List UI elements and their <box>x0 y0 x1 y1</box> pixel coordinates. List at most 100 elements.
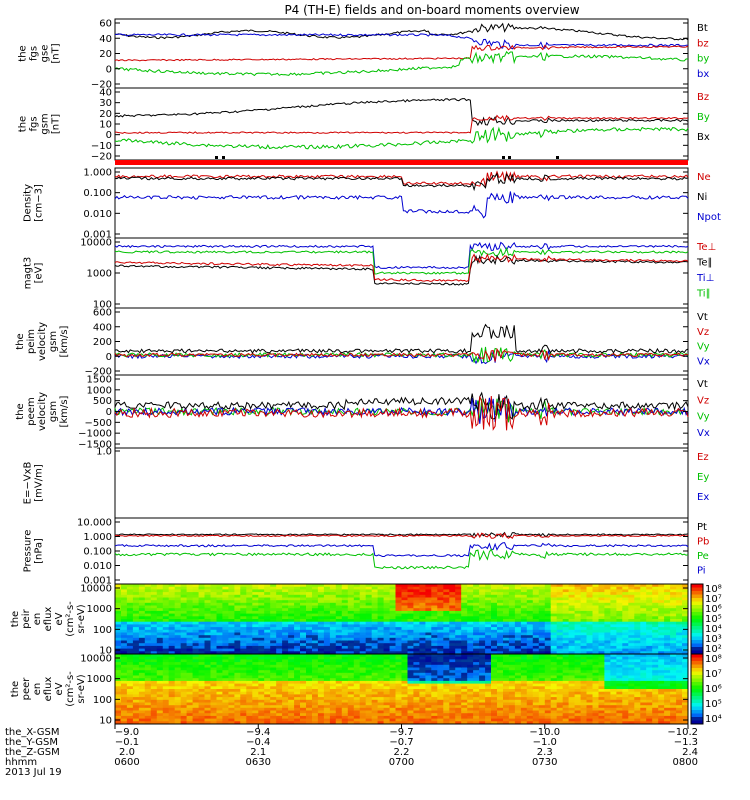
spectrogram-cell <box>431 645 438 650</box>
spectrogram-cell <box>138 594 146 598</box>
spectrogram-cell <box>306 672 313 676</box>
spectrogram-cell <box>294 605 301 609</box>
spectrogram-cell <box>264 605 271 609</box>
spectrogram-cell <box>329 610 337 615</box>
y-axis-label-line: eflux <box>43 607 54 632</box>
spectrogram-cell <box>186 610 194 615</box>
spectrogram-cell <box>473 627 480 631</box>
spectrogram-cell <box>580 648 588 652</box>
spectrogram-cell <box>323 667 331 671</box>
spectrogram-cell <box>628 640 635 644</box>
y-tick-label: 0 <box>106 64 112 75</box>
spectrogram-cell <box>377 624 385 628</box>
spectrogram-cell <box>520 662 528 666</box>
spectrogram-cell <box>431 632 438 636</box>
spectrogram-cell <box>144 686 152 690</box>
spectrogram-cell <box>407 629 414 633</box>
spectrogram-cell <box>228 715 235 720</box>
spectrogram-cell <box>192 705 200 709</box>
spectrogram-cell <box>317 610 325 615</box>
spectrogram-cell <box>455 613 462 617</box>
spectrogram-cell <box>550 675 558 679</box>
spectrogram-cell <box>198 632 206 636</box>
spectrogram-cell <box>359 662 367 666</box>
spectrogram-cell <box>503 675 510 679</box>
spectrogram-cell <box>317 662 325 666</box>
spectrogram-cell <box>479 619 486 623</box>
spectrogram-cell <box>437 659 444 663</box>
spectrogram-cell <box>461 600 468 604</box>
spectrogram-cell <box>347 664 355 668</box>
spectrogram-cell <box>628 592 635 596</box>
spectrogram-cell <box>234 667 241 671</box>
spectrogram-cell <box>485 672 492 676</box>
spectrogram-cell <box>503 624 510 628</box>
spectrogram-cell <box>419 678 426 682</box>
spectrogram-cell <box>455 616 462 620</box>
spectrogram-cell <box>455 621 462 625</box>
spectrogram-cell <box>383 627 391 631</box>
spectrogram-cell <box>198 597 206 601</box>
spectrogram-cell <box>419 689 426 693</box>
y-axis-label-line: peir <box>21 608 32 628</box>
spectrogram-cell <box>306 710 313 714</box>
spectrogram-cell <box>449 678 456 682</box>
y-tick-label: 0 <box>106 352 112 363</box>
spectrogram-cell <box>138 680 146 685</box>
spectrogram-cell <box>532 713 540 717</box>
spectrogram-cell <box>335 635 343 639</box>
spectrogram-cell <box>449 643 456 647</box>
spectrogram-cell <box>508 629 516 633</box>
spectrogram-cell <box>246 632 253 636</box>
spectrogram-cell <box>449 691 456 695</box>
spectrogram-cell <box>132 667 140 671</box>
spectrogram-cell <box>574 637 582 641</box>
spectrogram-cell <box>413 648 420 652</box>
spectrogram-cell <box>568 713 576 717</box>
spectrogram-cell <box>604 640 611 644</box>
spectrogram-cell <box>323 713 331 717</box>
spectrogram-cell <box>252 629 259 633</box>
spectrogram-cell <box>150 627 158 631</box>
legend-Vt: Vt <box>697 379 708 390</box>
spectrogram-cell <box>347 675 355 679</box>
spectrogram-cell <box>300 691 307 695</box>
spectrogram-cell <box>180 697 188 701</box>
spectrogram-cell <box>294 619 301 623</box>
spectrogram-cell <box>353 705 361 709</box>
spectrogram-cell <box>204 645 211 650</box>
spectrogram-cell <box>126 675 134 679</box>
spectrogram-cell <box>467 643 474 647</box>
spectrogram-cell <box>431 621 438 625</box>
spectrogram-cell <box>162 589 170 593</box>
spectrogram-cell <box>144 670 152 674</box>
colorbar-label: 10³ <box>705 634 722 645</box>
spectrogram-cell <box>538 629 546 633</box>
spectrogram-cell <box>198 694 206 698</box>
spectrogram-cell <box>300 594 307 598</box>
spectrogram-cell <box>437 662 444 666</box>
spectrogram-cell <box>562 683 570 687</box>
spectrogram-cell <box>383 705 391 709</box>
spectrogram-cell <box>556 586 564 590</box>
spectrogram-cell <box>550 632 558 636</box>
spectrogram-cell <box>443 613 450 617</box>
spectrogram-cell <box>359 643 367 647</box>
spectrogram-cell <box>538 697 546 701</box>
spectrogram-cell <box>312 605 319 609</box>
spectrogram-cell <box>580 656 588 660</box>
spectrogram-cell <box>234 602 241 606</box>
spectrogram-cell <box>347 613 355 617</box>
spectrogram-cell <box>288 718 295 722</box>
spectrogram-cell <box>652 643 659 647</box>
y-tick-label: 30 <box>99 98 112 109</box>
spectrogram-cell <box>473 713 480 717</box>
spectrogram-cell <box>329 713 337 717</box>
spectrogram-cell <box>246 686 253 690</box>
spectrogram-cell <box>252 651 259 655</box>
spectrogram-cell <box>562 632 570 636</box>
spectrogram-cell <box>431 602 438 606</box>
spectrogram-cell <box>425 651 432 655</box>
spectrogram-cell <box>240 635 247 639</box>
spectrogram-cell <box>556 697 564 701</box>
